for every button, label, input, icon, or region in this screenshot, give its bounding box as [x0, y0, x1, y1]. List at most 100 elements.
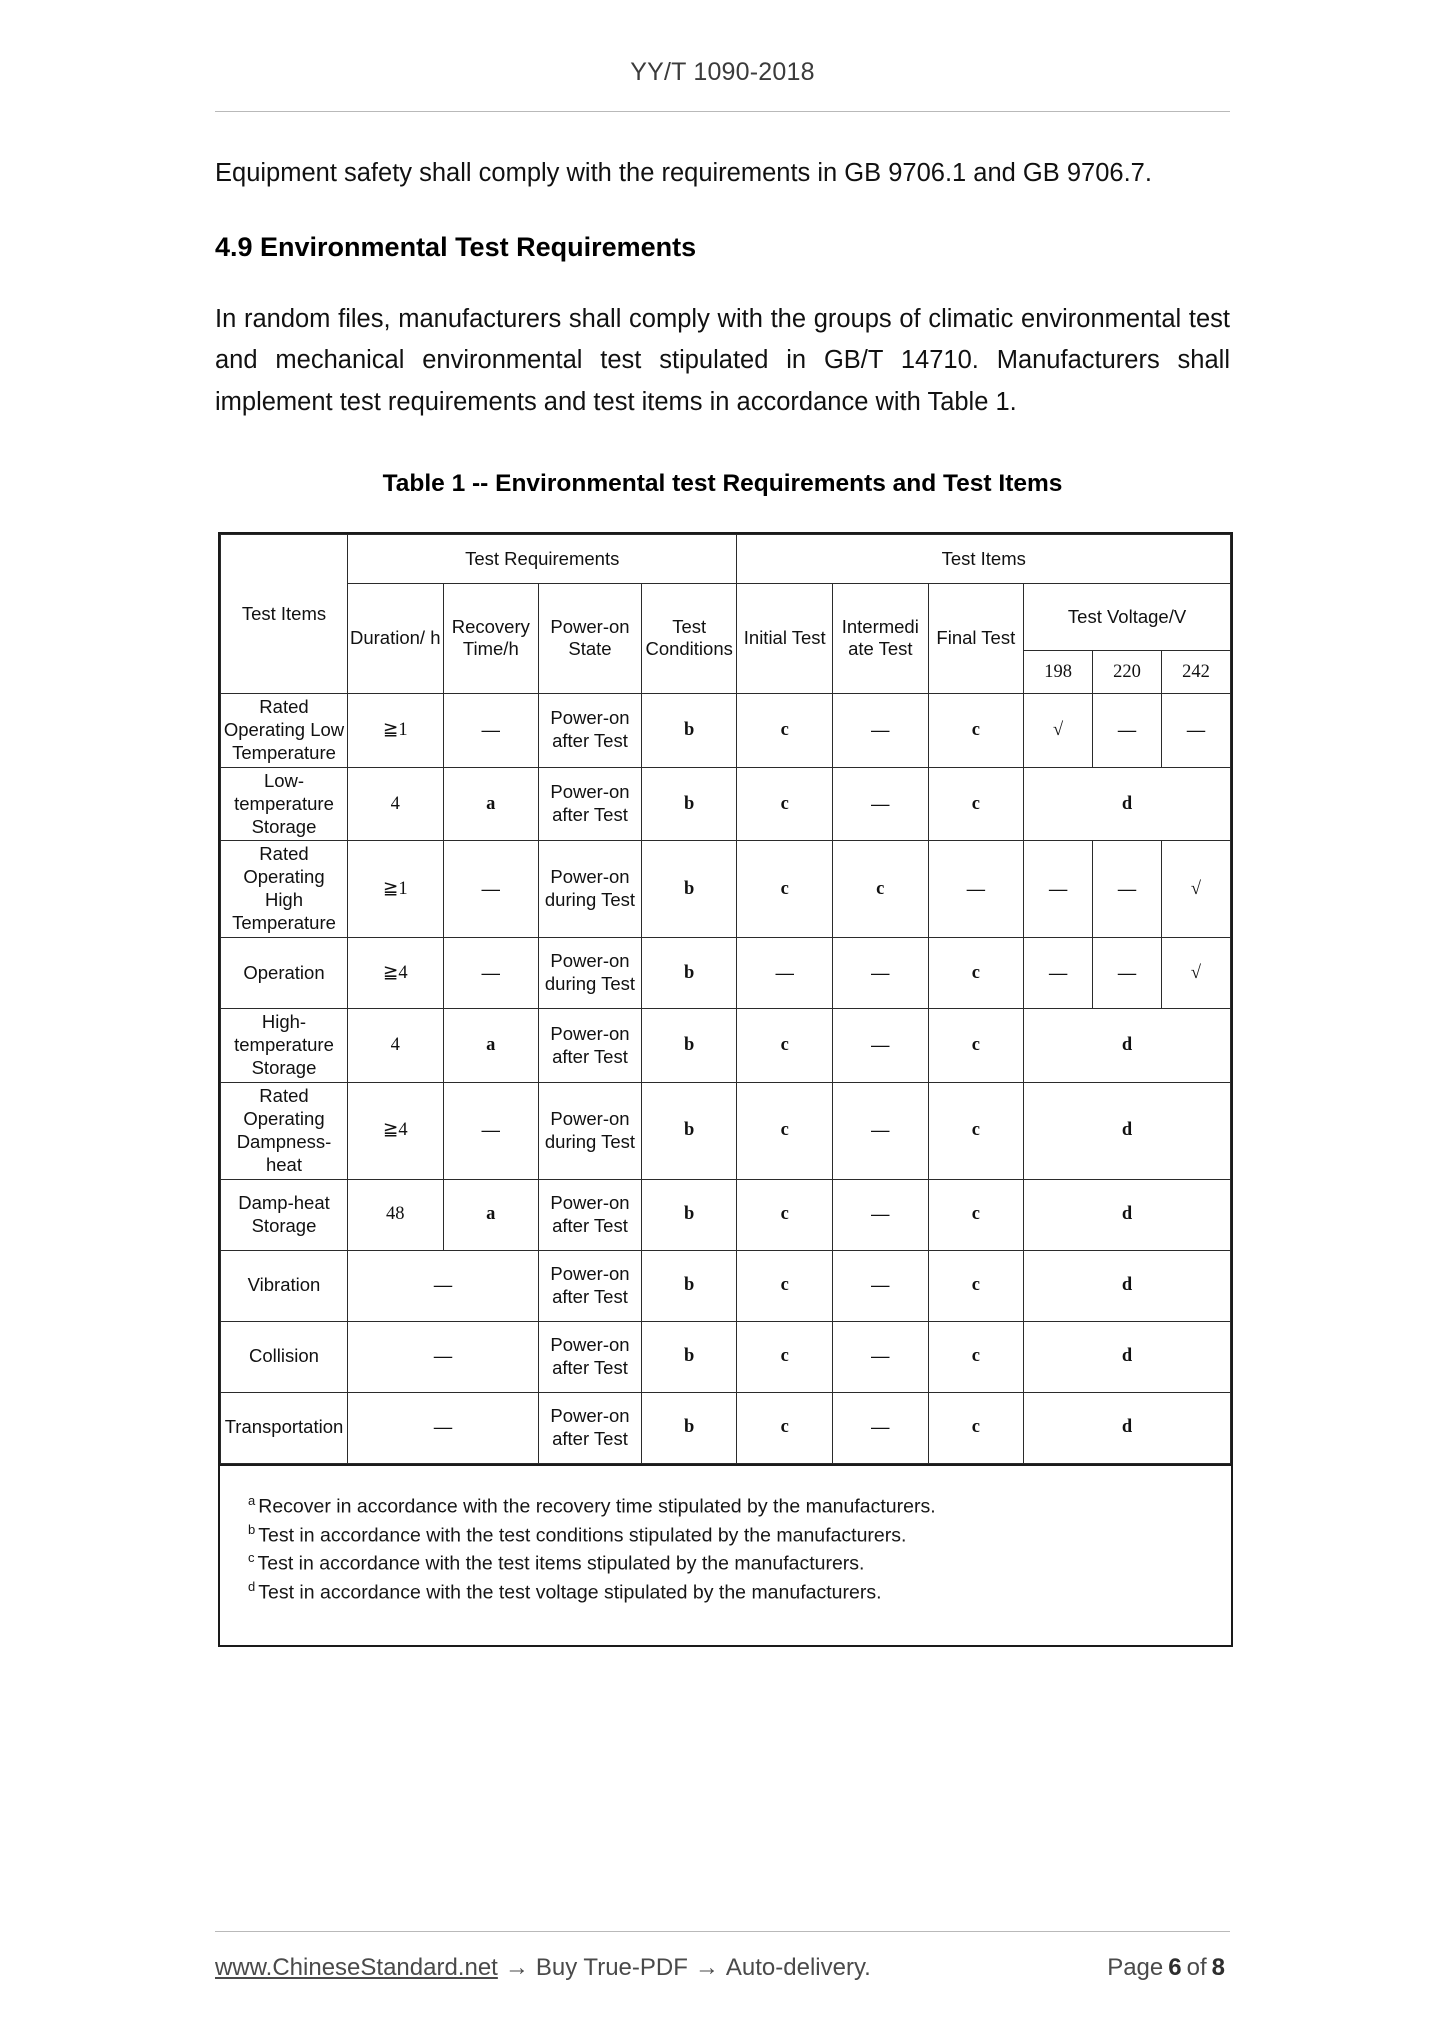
- delivery-label: Auto-delivery.: [725, 1954, 871, 1981]
- footnote-text-c: Test in accordance with the test items s…: [257, 1552, 865, 1575]
- arrow-right-icon-1: →: [504, 1954, 529, 1981]
- cell-final-test: c: [927, 1178, 1025, 1251]
- table-body: Rated Operating Low Temperature ≧1— Power-…: [220, 692, 1232, 1464]
- table-caption: Table 1 -- Environmental test Requiremen…: [382, 469, 1063, 497]
- header-intermediate-test: Intermedi ate Test: [832, 582, 929, 694]
- cell-final-test: c: [927, 1249, 1025, 1322]
- table-row: Rated Operating Low Temperature ≧1— Power-…: [220, 692, 1232, 768]
- cell-final-test: c: [927, 766, 1025, 842]
- cell-test-conditions: b: [640, 1178, 738, 1251]
- footer-divider: [215, 1931, 1230, 1932]
- cell-recovery-time: —: [442, 692, 540, 768]
- table-row: Vibration — Power-on after Test b c — c d: [220, 1249, 1231, 1322]
- cell-test-item: Rated Operating High Temperature: [220, 840, 348, 939]
- cell-test-conditions: b: [640, 1391, 738, 1464]
- cell-initial-test: c: [736, 692, 834, 768]
- footnote-c: c Test in accordance with the test items …: [248, 1549, 1231, 1578]
- cell-test-item: Operation: [220, 937, 348, 1010]
- cell-voltage-198: —: [1023, 937, 1094, 1010]
- header-test-items-col: Test Items: [220, 533, 348, 694]
- header-test-requirements: Test Requirements: [346, 533, 738, 584]
- cell-final-test: c: [927, 1391, 1025, 1464]
- cell-power-on-state: Power-on during Test: [538, 1082, 642, 1180]
- header-voltage-242: 242: [1160, 649, 1232, 694]
- cell-duration: ≧1: [346, 692, 444, 768]
- cell-final-test: c: [927, 1008, 1025, 1084]
- body-paragraph: In random files, manufacturers shall com…: [215, 304, 1230, 416]
- cell-recovery-time: —: [442, 840, 540, 939]
- cell-initial-test: c: [736, 1008, 834, 1084]
- table-header-row-groups: Test Items Test Requirements Test Items: [220, 533, 1231, 694]
- cell-test-voltage-all: d: [1023, 1391, 1231, 1464]
- cell-initial-test: c: [736, 1320, 834, 1393]
- table-row: Rated Operating Dampness-heat ≧4— Power-on…: [220, 1082, 1231, 1180]
- intro-paragraph: Equipment safety shall comply with the r…: [215, 159, 1152, 187]
- cell-intermediate-test: —: [832, 692, 929, 768]
- cell-power-on-state: Power-on during Test: [538, 840, 642, 939]
- footnote-marker-a: a: [248, 1492, 256, 1508]
- cell-test-item: Transportation: [220, 1391, 348, 1464]
- cell-final-test: c: [927, 1320, 1025, 1393]
- cell-initial-test: c: [736, 840, 834, 939]
- arrow-right-icon-2: →: [694, 1954, 719, 1981]
- footnote-marker-d: d: [248, 1579, 256, 1595]
- cell-test-conditions: b: [640, 1320, 738, 1393]
- cell-test-voltage-all: d: [1023, 766, 1231, 842]
- table-row: High-temperature Storage 4 a Power-on after…: [220, 1008, 1231, 1084]
- cell-test-item: Rated Operating Dampness-heat: [220, 1082, 348, 1180]
- footnote-text-a: Recover in accordance with the recovery …: [258, 1495, 936, 1518]
- cell-voltage-198: √: [1023, 692, 1094, 768]
- table-header-row-voltages: 198 220 242: [221, 649, 1232, 694]
- cell-test-item: High-temperature Storage: [220, 1008, 348, 1084]
- website-link[interactable]: www.ChineseStandard.net: [215, 1954, 498, 1981]
- cell-test-item: Collision: [220, 1320, 348, 1393]
- cell-test-conditions: b: [640, 1008, 738, 1084]
- header-duration: Duration/ h: [346, 582, 444, 694]
- cell-test-conditions: b: [640, 1082, 738, 1180]
- cell-initial-test: c: [736, 1178, 834, 1251]
- cell-initial-test: —: [736, 937, 834, 1010]
- cell-test-conditions: b: [640, 766, 738, 842]
- footnote-text-b: Test in accordance with the test conditi…: [258, 1524, 907, 1547]
- environmental-test-table-wrapper: Test Items Test Requirements Test Items …: [218, 531, 1233, 1647]
- cell-voltage-198: —: [1023, 840, 1094, 939]
- section-heading: 4.9 Environmental Test Requirements: [215, 231, 697, 262]
- cell-final-test: c: [927, 937, 1025, 1010]
- page-number: Page 6 of 8: [1107, 1954, 1230, 1982]
- cell-duration: 4: [346, 766, 444, 842]
- cell-test-item: Low-temperature Storage: [220, 766, 348, 842]
- cell-recovery-time: —: [442, 937, 540, 1010]
- header-voltage-198: 198: [1023, 649, 1094, 694]
- cell-test-conditions: b: [640, 937, 738, 1010]
- header-test-items: Test Items: [736, 533, 1231, 584]
- cell-test-conditions: b: [640, 692, 738, 768]
- cell-test-voltage-all: d: [1023, 1249, 1231, 1322]
- of-label: of: [1186, 1954, 1207, 1981]
- cell-test-voltage-all: d: [1023, 1178, 1231, 1251]
- cell-initial-test: c: [736, 1082, 834, 1180]
- cell-duration-recovery: —: [346, 1249, 540, 1322]
- table-row: Rated Operating High Temperature ≧1— Power…: [220, 840, 1232, 939]
- cell-power-on-state: Power-on after Test: [538, 692, 642, 768]
- cell-voltage-242: √: [1160, 840, 1232, 939]
- footnote-b: b Test in accordance with the test condit…: [248, 1521, 1231, 1550]
- footnote-marker-c: c: [248, 1550, 255, 1566]
- table-header-row-subs: Duration/ h Recovery Time/h Power-on Sta…: [221, 582, 1231, 694]
- cell-intermediate-test: —: [832, 1249, 929, 1322]
- cell-power-on-state: Power-on after Test: [538, 1178, 642, 1251]
- cell-recovery-time: a: [442, 1008, 540, 1084]
- page-total: 8: [1211, 1954, 1225, 1981]
- cell-power-on-state: Power-on after Test: [538, 1008, 642, 1084]
- cell-intermediate-test: —: [832, 1082, 929, 1180]
- cell-recovery-time: a: [442, 766, 540, 842]
- cell-intermediate-test: —: [832, 1391, 929, 1464]
- buy-label: Buy True-PDF: [535, 1954, 688, 1981]
- header-test-conditions: Test Conditions: [640, 582, 738, 694]
- cell-voltage-220: —: [1092, 692, 1162, 768]
- footnote-a: a Recover in accordance with the recovery…: [248, 1492, 1231, 1521]
- document-header: YY/T 1090-2018: [215, 0, 1230, 87]
- header-initial-test: Initial Test: [736, 582, 834, 694]
- cell-duration-recovery: —: [346, 1320, 540, 1393]
- footnote-marker-b: b: [248, 1521, 256, 1537]
